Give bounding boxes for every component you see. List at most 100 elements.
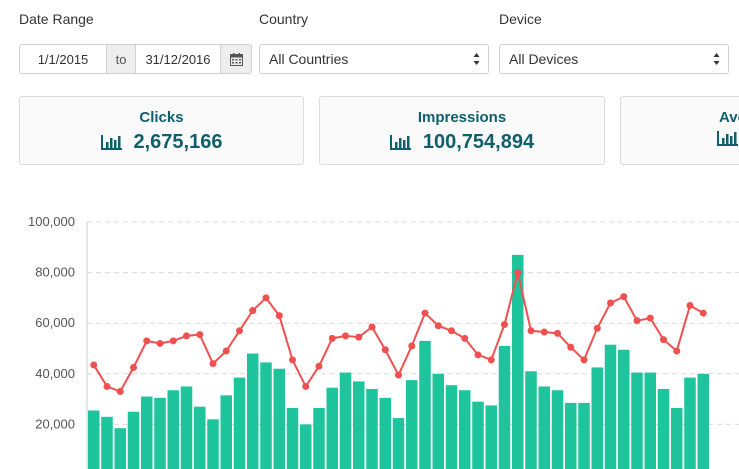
date-start-input[interactable]: 1/1/2015 xyxy=(37,51,89,67)
bar xyxy=(631,372,643,469)
line-point xyxy=(448,327,455,335)
bar xyxy=(154,397,166,469)
line-point xyxy=(434,322,442,330)
bar xyxy=(247,353,259,469)
line-point xyxy=(130,363,137,371)
card-title: Ave xyxy=(719,109,739,126)
bar xyxy=(459,390,471,469)
bar xyxy=(220,395,232,469)
line-series xyxy=(90,269,707,396)
bar xyxy=(445,385,458,469)
line-point xyxy=(342,332,349,340)
line-point xyxy=(368,323,376,331)
bar xyxy=(167,390,179,469)
country-select-value: All Countries xyxy=(269,51,349,67)
line-point xyxy=(90,361,98,369)
clicks-card: Clicks 2,675,166 xyxy=(19,96,304,165)
line-point xyxy=(249,307,257,315)
line-point xyxy=(593,324,601,332)
bar xyxy=(260,362,272,469)
line-point xyxy=(156,339,164,347)
y-tick-label: 100,000 xyxy=(28,214,75,229)
line-point xyxy=(607,299,614,307)
bar xyxy=(644,372,656,469)
line-point xyxy=(381,346,389,354)
bar xyxy=(432,373,444,469)
bar xyxy=(684,377,696,469)
line-point xyxy=(474,351,482,359)
bar xyxy=(233,377,246,469)
line-point xyxy=(183,332,190,340)
bar xyxy=(353,381,365,469)
bar xyxy=(565,402,577,469)
bar xyxy=(286,407,299,469)
bar xyxy=(207,419,219,469)
select-arrows-icon xyxy=(713,53,720,65)
y-tick-label: 60,000 xyxy=(35,315,75,330)
line-point xyxy=(275,312,283,320)
line-point xyxy=(262,294,270,302)
bar-chart-icon xyxy=(717,131,738,146)
bar xyxy=(512,254,524,469)
line-point xyxy=(554,329,561,337)
calendar-button[interactable] xyxy=(220,45,251,73)
bar xyxy=(591,367,603,469)
y-tick-label: 40,000 xyxy=(35,366,75,381)
card-value-row xyxy=(717,131,739,146)
select-arrows-icon xyxy=(473,53,480,65)
bar xyxy=(671,407,683,469)
bar xyxy=(392,418,405,469)
line-point xyxy=(660,336,667,344)
bar xyxy=(300,424,312,469)
bar xyxy=(578,402,590,469)
date-range-picker: 1/1/2015 to 31/12/2016 xyxy=(19,44,252,74)
bar xyxy=(538,386,550,469)
bar xyxy=(326,387,338,469)
device-select-value: All Devices xyxy=(509,51,579,67)
bar xyxy=(101,416,113,469)
line-point xyxy=(514,269,522,277)
line-point xyxy=(527,327,535,335)
bar xyxy=(618,349,630,469)
line-point xyxy=(222,347,230,355)
line-point xyxy=(103,382,111,390)
line-point xyxy=(302,382,310,390)
date-to-addon: to xyxy=(106,45,136,73)
date-end-input[interactable]: 31/12/2016 xyxy=(145,51,211,67)
line-point xyxy=(646,314,654,322)
y-axis-ticks: 20,000 40,000 60,000 80,000 100,000 xyxy=(28,214,75,431)
line-point xyxy=(461,334,469,342)
bar xyxy=(604,344,617,469)
bar xyxy=(273,368,285,469)
line-point xyxy=(699,309,707,317)
line-point xyxy=(328,334,336,342)
impressions-value: 100,754,894 xyxy=(422,131,535,153)
bar xyxy=(180,386,193,469)
date-range-label: Date Range xyxy=(19,11,94,27)
device-label: Device xyxy=(499,11,542,27)
line-point xyxy=(116,388,124,396)
line-point xyxy=(633,317,641,325)
bar-chart-icon xyxy=(389,135,411,150)
average-card: Ave xyxy=(620,96,739,165)
bar xyxy=(313,407,325,469)
bar xyxy=(366,388,378,469)
bar xyxy=(339,372,352,469)
clicks-value: 2,675,166 xyxy=(133,131,223,153)
clicks-impressions-chart: 20,000 40,000 60,000 80,000 100,000 xyxy=(28,214,739,469)
line-point xyxy=(315,362,323,370)
line-point xyxy=(567,343,575,351)
line-point xyxy=(686,301,694,309)
y-tick-label: 80,000 xyxy=(35,265,75,280)
line-point xyxy=(169,337,177,345)
device-select[interactable]: All Devices xyxy=(499,44,729,74)
country-select[interactable]: All Countries xyxy=(259,44,489,74)
bar-chart-icon xyxy=(100,135,122,150)
line-point xyxy=(487,356,495,364)
bar xyxy=(551,390,564,469)
bar xyxy=(406,380,418,469)
bar xyxy=(657,388,670,469)
bar xyxy=(379,397,391,469)
line-point xyxy=(395,371,402,379)
line-point xyxy=(236,327,243,335)
